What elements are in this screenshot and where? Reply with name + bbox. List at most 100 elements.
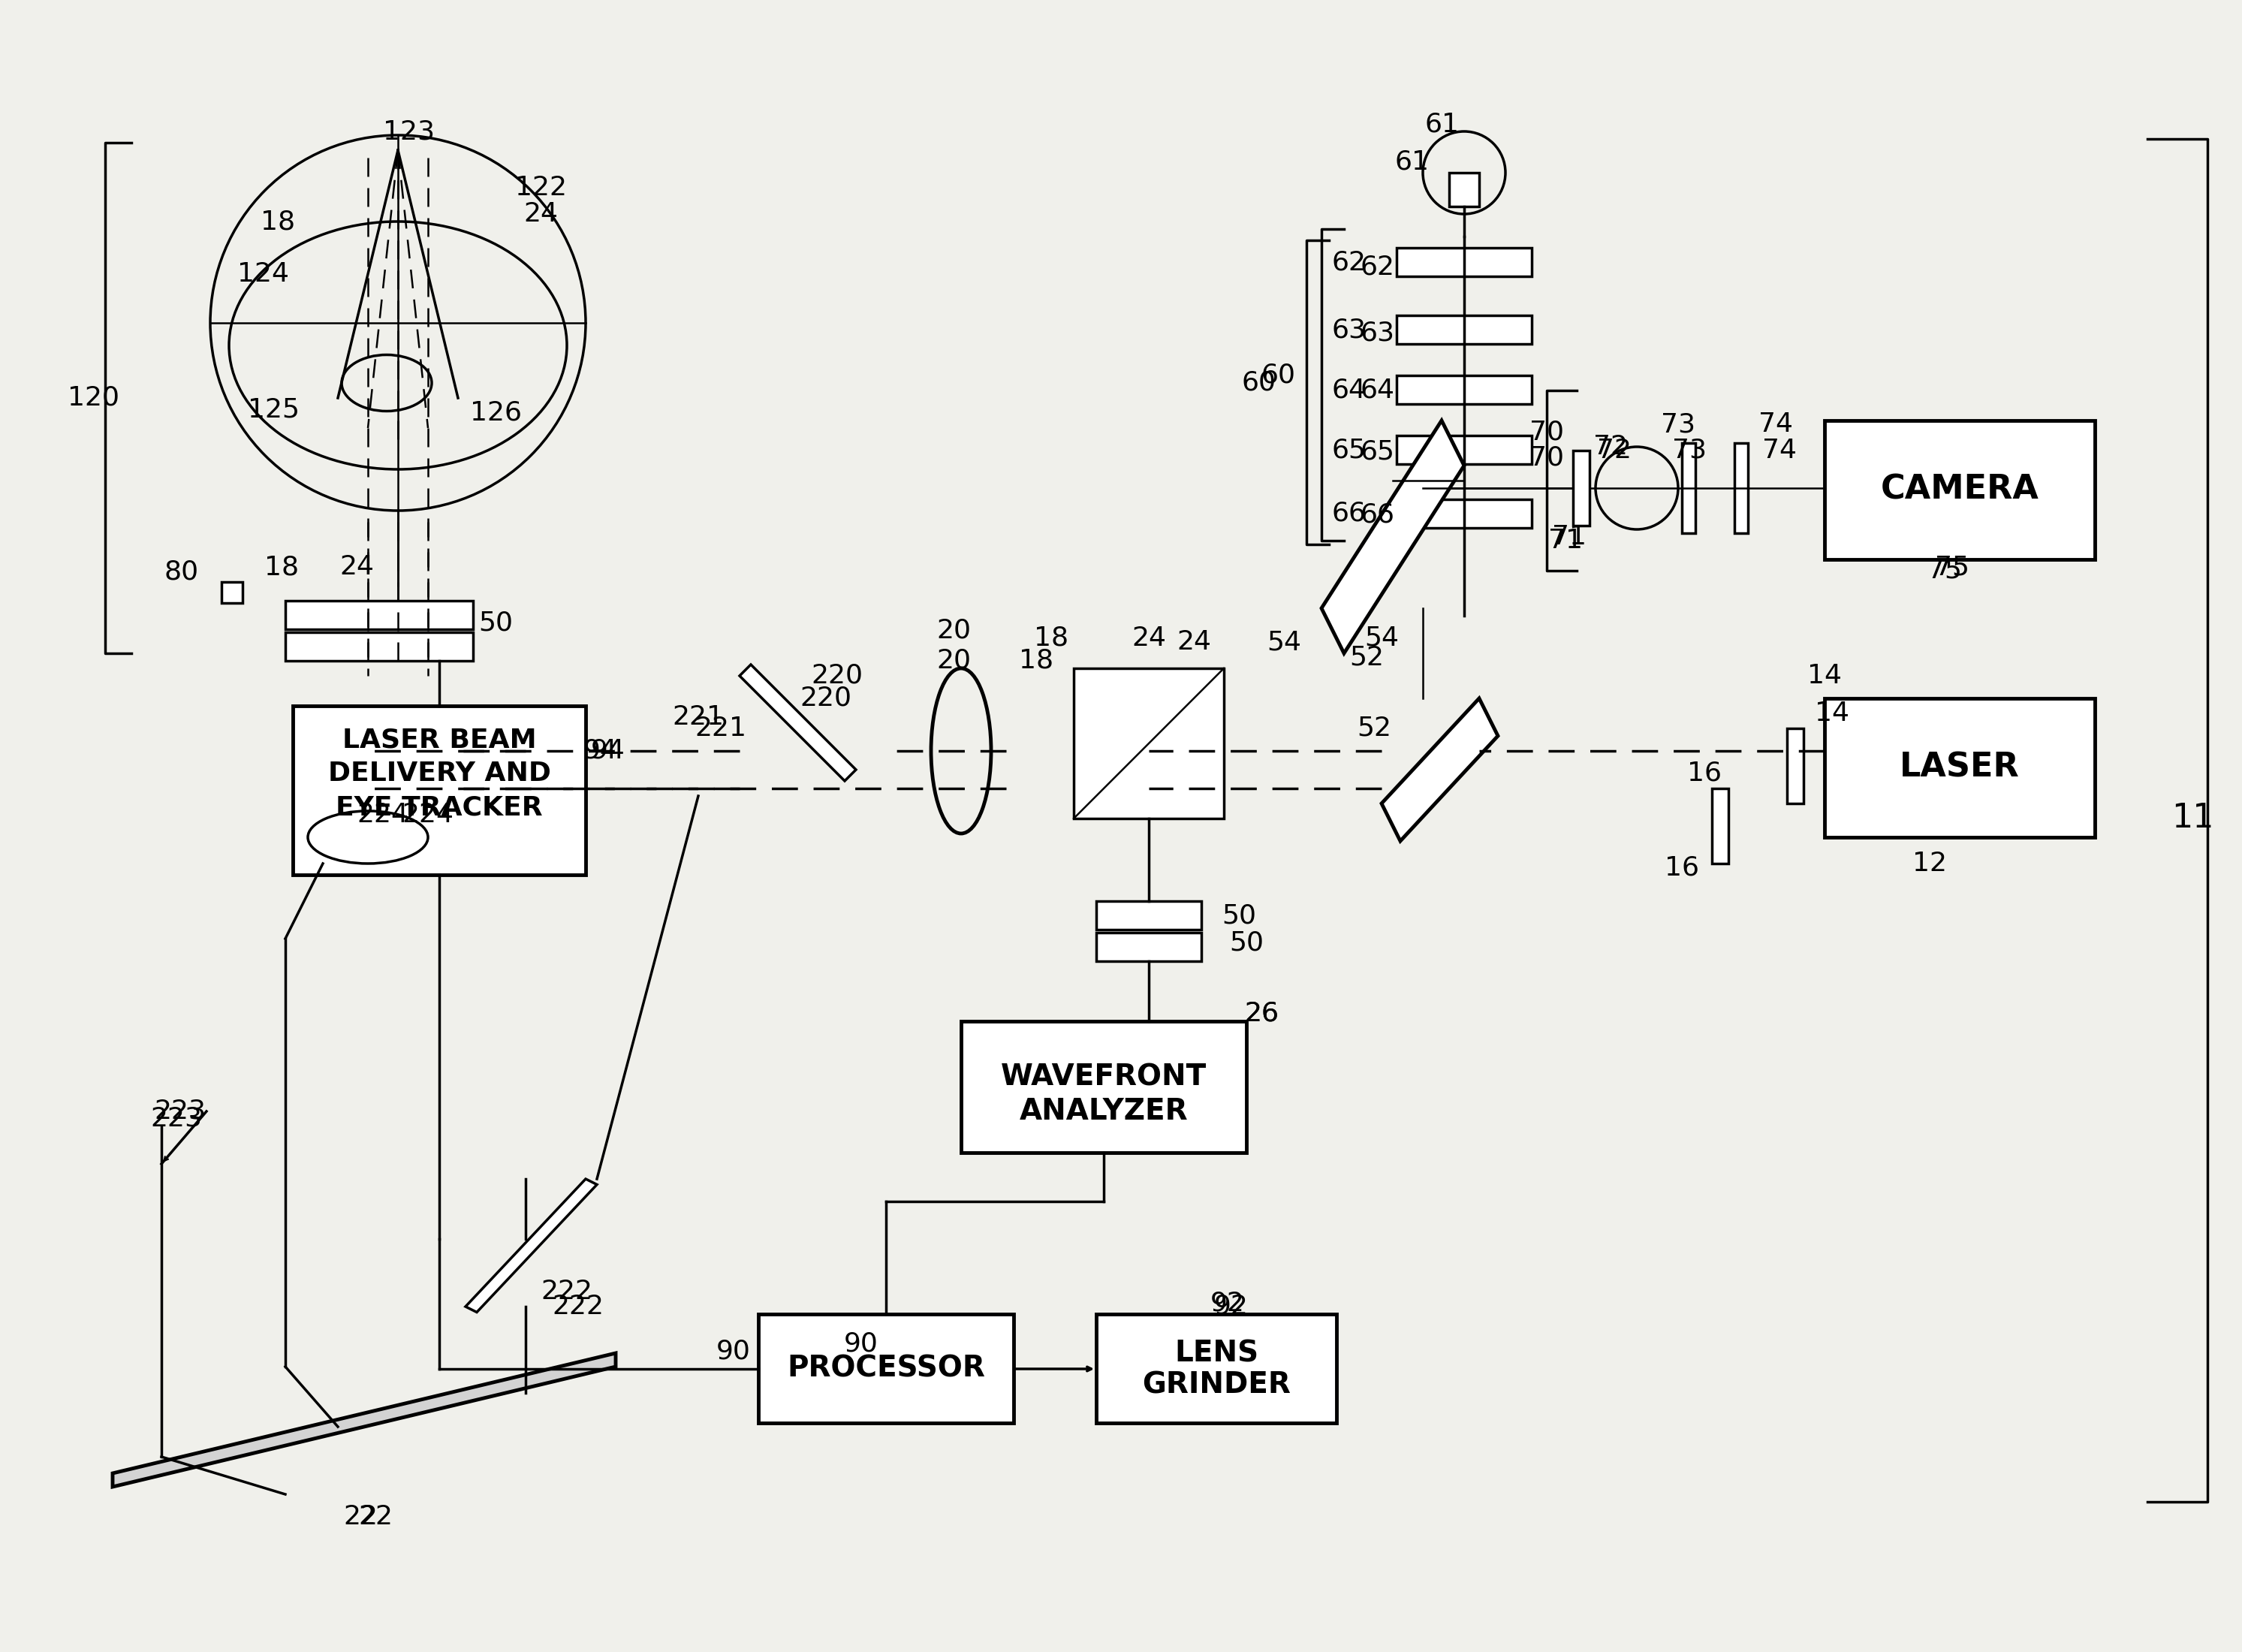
Polygon shape	[112, 1353, 617, 1487]
Text: 64: 64	[1361, 378, 1395, 403]
Text: 123: 123	[383, 119, 435, 144]
Text: 70: 70	[1529, 446, 1565, 471]
Bar	[1096, 933, 1202, 961]
Text: 223: 223	[150, 1107, 202, 1132]
Text: 73: 73	[1661, 411, 1695, 438]
Text: 26: 26	[1244, 1001, 1278, 1026]
Text: 18: 18	[1018, 648, 1054, 674]
Text: 80: 80	[164, 560, 200, 585]
Text: 52: 52	[1356, 715, 1392, 742]
Text: 120: 120	[67, 385, 119, 411]
Text: 26: 26	[1244, 1001, 1278, 1026]
Text: 54: 54	[1267, 629, 1300, 654]
Text: 50: 50	[1229, 930, 1264, 955]
Text: 92: 92	[1211, 1290, 1244, 1315]
Text: 71: 71	[1549, 529, 1583, 553]
Text: WAVEFRONT: WAVEFRONT	[1000, 1064, 1206, 1092]
Bar	[758, 1313, 1013, 1422]
Text: 14: 14	[1814, 700, 1850, 727]
Bar	[285, 601, 473, 629]
Bar	[1682, 443, 1695, 534]
Text: 61: 61	[1395, 149, 1428, 173]
Text: 94: 94	[583, 738, 619, 763]
Bar	[1397, 248, 1531, 276]
Text: 224: 224	[356, 801, 408, 828]
Text: 75: 75	[1928, 558, 1962, 583]
Text: 22: 22	[359, 1503, 392, 1530]
Text: 220: 220	[812, 662, 863, 689]
Text: 12: 12	[1912, 851, 1946, 876]
Text: LASER BEAM: LASER BEAM	[343, 727, 536, 752]
Text: 90: 90	[843, 1332, 879, 1356]
Text: 70: 70	[1529, 420, 1565, 444]
Text: 224: 224	[401, 801, 453, 828]
Bar	[1574, 451, 1590, 525]
Text: GRINDER: GRINDER	[1141, 1371, 1291, 1399]
Text: 126: 126	[469, 400, 522, 426]
Text: LENS: LENS	[1175, 1340, 1258, 1368]
Text: 22: 22	[343, 1503, 377, 1530]
Bar	[1074, 669, 1224, 818]
Bar	[1825, 699, 2094, 838]
Text: 20: 20	[937, 648, 971, 674]
Bar	[1825, 421, 2094, 560]
Bar	[1096, 900, 1202, 930]
Text: PROCESSOR: PROCESSOR	[787, 1355, 984, 1383]
Text: 73: 73	[1673, 438, 1706, 463]
Text: 75: 75	[1935, 553, 1968, 580]
Text: 74: 74	[1758, 411, 1794, 438]
Text: 222: 222	[552, 1294, 603, 1320]
Text: 62: 62	[1332, 249, 1368, 274]
Text: 122: 122	[516, 175, 567, 200]
Bar	[294, 705, 585, 876]
Polygon shape	[466, 1180, 596, 1312]
Text: 24: 24	[522, 202, 558, 226]
Text: 71: 71	[1551, 524, 1587, 550]
Text: 63: 63	[1332, 317, 1368, 342]
Bar	[1713, 788, 1729, 864]
Bar	[222, 582, 242, 603]
Bar	[1096, 1313, 1336, 1422]
Text: EYE TRACKER: EYE TRACKER	[336, 795, 543, 819]
Text: DELIVERY AND: DELIVERY AND	[327, 760, 552, 786]
Text: 18: 18	[1034, 626, 1069, 651]
Text: 16: 16	[1664, 854, 1699, 881]
Text: 65: 65	[1361, 439, 1395, 464]
Text: LASER: LASER	[1899, 752, 2020, 783]
Text: 65: 65	[1332, 438, 1368, 463]
Text: 72: 72	[1596, 438, 1632, 463]
Text: 60: 60	[1242, 370, 1276, 396]
Text: CAMERA: CAMERA	[1881, 474, 2038, 506]
Text: 24: 24	[1177, 629, 1211, 654]
Text: 94: 94	[592, 738, 626, 763]
Text: 223: 223	[155, 1099, 206, 1123]
Bar	[1448, 173, 1480, 206]
Text: 54: 54	[1365, 626, 1399, 651]
Text: 24: 24	[1132, 626, 1166, 651]
Text: 66: 66	[1361, 502, 1395, 527]
Text: 52: 52	[1350, 644, 1383, 669]
Bar	[962, 1021, 1247, 1153]
Text: 63: 63	[1361, 320, 1395, 345]
Polygon shape	[1381, 699, 1498, 841]
Text: 18: 18	[260, 208, 296, 235]
Text: 220: 220	[800, 686, 852, 710]
Text: 90: 90	[717, 1338, 751, 1365]
Text: 66: 66	[1332, 501, 1368, 527]
Text: 60: 60	[1260, 363, 1296, 388]
Text: 222: 222	[540, 1279, 592, 1305]
Text: 50: 50	[1222, 904, 1256, 928]
Text: 16: 16	[1688, 760, 1722, 786]
Bar	[1735, 443, 1749, 534]
Text: 50: 50	[478, 611, 513, 636]
Text: 125: 125	[249, 396, 300, 421]
Text: 14: 14	[1807, 662, 1843, 689]
Polygon shape	[1321, 421, 1464, 653]
Text: 18: 18	[265, 553, 298, 580]
Text: 24: 24	[339, 553, 374, 580]
Text: ANALYZER: ANALYZER	[1020, 1097, 1188, 1125]
Text: 62: 62	[1361, 254, 1395, 279]
Bar	[1397, 436, 1531, 464]
Text: 124: 124	[238, 261, 289, 287]
Text: 61: 61	[1424, 111, 1460, 137]
